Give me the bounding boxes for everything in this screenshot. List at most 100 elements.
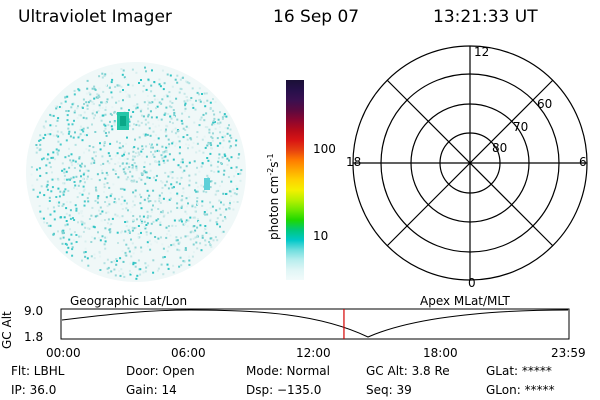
speckle-pixel [41, 135, 44, 138]
speckle-pixel [69, 209, 72, 212]
speckle-pixel [149, 134, 152, 137]
speckle-pixel [83, 188, 86, 191]
speckle-pixel [63, 178, 66, 181]
speckle-pixel [121, 195, 124, 198]
speckle-pixel [142, 271, 145, 274]
speckle-pixel [128, 162, 130, 165]
speckle-pixel [50, 190, 53, 193]
speckle-pixel [236, 187, 239, 190]
speckle-pixel [155, 219, 158, 222]
speckle-pixel [152, 123, 154, 126]
speckle-pixel [136, 103, 139, 106]
speckle-pixel [169, 120, 171, 123]
speckle-pixel [147, 197, 150, 200]
speckle-pixel [60, 131, 63, 134]
speckle-pixel [114, 163, 117, 165]
speckle-pixel [114, 274, 117, 277]
speckle-pixel [185, 197, 188, 200]
speckle-pixel [152, 189, 155, 192]
speckle-pixel [111, 78, 114, 81]
speckle-pixel [142, 90, 145, 93]
speckle-pixel [94, 199, 97, 202]
speckle-pixel [40, 185, 43, 188]
speckle-pixel [135, 165, 138, 168]
colorbar [286, 80, 304, 280]
speckle-pixel [193, 216, 196, 219]
speckle-pixel [210, 180, 213, 183]
speckle-pixel [108, 86, 111, 89]
imager-speckle [30, 66, 243, 280]
speckle-pixel [49, 166, 52, 169]
speckle-pixel [43, 221, 46, 224]
speckle-pixel [87, 101, 90, 104]
speckle-pixel [150, 110, 152, 113]
speckle-pixel [121, 250, 124, 253]
speckle-pixel [140, 207, 143, 210]
speckle-pixel [200, 116, 203, 119]
uv-imager-disk [26, 62, 246, 282]
speckle-pixel [155, 116, 158, 119]
speckle-pixel [167, 175, 170, 178]
speckle-pixel [143, 198, 146, 201]
speckle-pixel [192, 106, 195, 109]
speckle-pixel [120, 107, 123, 110]
speckle-pixel [166, 73, 169, 76]
speckle-pixel [122, 168, 125, 171]
speckle-pixel [132, 147, 134, 149]
speckle-pixel [69, 159, 72, 162]
speckle-pixel [113, 268, 116, 271]
speckle-pixel [180, 119, 183, 122]
speckle-pixel [80, 175, 82, 178]
speckle-pixel [165, 146, 168, 149]
speckle-pixel [106, 160, 109, 163]
speckle-pixel [188, 82, 191, 85]
speckle-pixel [57, 178, 60, 181]
speckle-pixel [187, 219, 190, 222]
speckle-pixel [43, 194, 46, 197]
speckle-pixel [49, 124, 52, 127]
speckle-pixel [216, 217, 219, 220]
speckle-pixel [82, 127, 85, 130]
speckle-pixel [235, 184, 238, 187]
speckle-pixel [138, 268, 141, 271]
speckle-pixel [123, 158, 126, 161]
speckle-pixel [142, 152, 145, 155]
speckle-pixel [192, 216, 195, 219]
speckle-pixel [63, 171, 66, 174]
speckle-pixel [68, 147, 70, 150]
speckle-pixel [155, 107, 157, 110]
speckle-pixel [62, 236, 65, 239]
speckle-pixel [57, 187, 60, 190]
speckle-pixel [69, 228, 71, 231]
speckle-pixel [210, 246, 213, 248]
speckle-pixel [74, 160, 77, 163]
speckle-pixel [185, 249, 187, 251]
speckle-pixel [199, 118, 202, 121]
speckle-pixel [83, 204, 86, 207]
speckle-pixel [147, 264, 150, 267]
speckle-pixel [166, 250, 169, 253]
speckle-pixel [204, 225, 207, 227]
speckle-pixel [213, 117, 216, 120]
speckle-pixel [131, 205, 134, 208]
speckle-pixel [78, 192, 81, 195]
speckle-pixel [194, 236, 197, 239]
speckle-pixel [66, 201, 69, 203]
speckle-pixel [164, 130, 167, 133]
speckle-pixel [103, 262, 106, 265]
speckle-pixel [77, 184, 80, 187]
speckle-pixel [48, 161, 51, 164]
speckle-pixel [194, 229, 197, 232]
speckle-pixel [135, 180, 138, 183]
speckle-pixel [188, 259, 191, 262]
speckle-pixel [212, 239, 215, 242]
speckle-pixel [172, 186, 175, 189]
speckle-pixel [97, 231, 99, 234]
speckle-pixel [176, 239, 179, 242]
speckle-pixel [104, 247, 107, 250]
x-tick-0600: 06:00 [171, 346, 206, 360]
speckle-pixel [126, 220, 129, 223]
speckle-pixel [91, 161, 94, 163]
speckle-pixel [36, 168, 38, 171]
speckle-pixel [129, 273, 132, 276]
